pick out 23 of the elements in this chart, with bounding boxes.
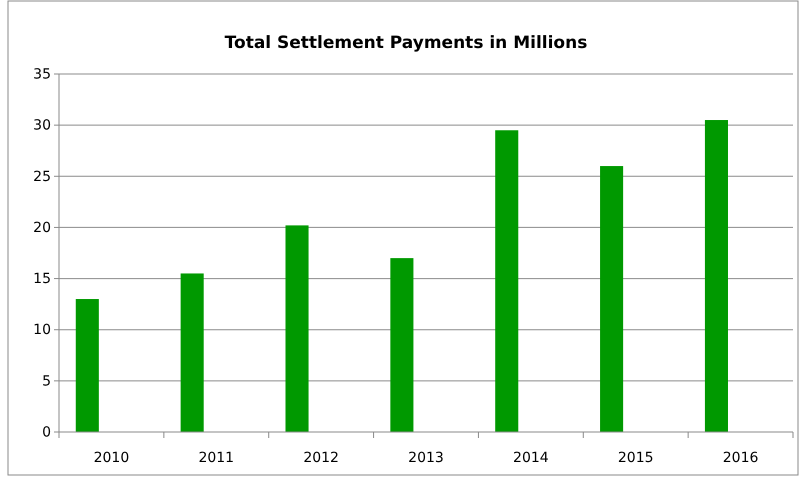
bar (76, 299, 99, 432)
x-tick-label: 2013 (408, 450, 444, 466)
x-tick-label: 2010 (94, 450, 130, 466)
bar (600, 166, 624, 432)
x-tick-label: 2014 (513, 450, 549, 466)
bar (704, 120, 728, 432)
bar (285, 225, 309, 432)
bar (390, 258, 414, 432)
y-tick-label: 35 (33, 66, 51, 82)
y-tick-label: 0 (42, 424, 51, 440)
y-tick-label: 25 (33, 168, 51, 185)
y-tick-label: 5 (42, 373, 51, 390)
x-tick-label: 2015 (618, 450, 654, 466)
x-tick-label: 2012 (303, 450, 339, 466)
y-tick-label: 10 (33, 322, 51, 338)
y-tick-label: 15 (33, 271, 51, 288)
y-tick-label: 20 (33, 220, 51, 236)
y-tick-label: 30 (33, 118, 51, 134)
bar (180, 273, 204, 432)
x-tick-label: 2011 (198, 450, 234, 466)
chart-title: Total Settlement Payments in Millions (224, 33, 588, 53)
x-tick-label: 2016 (722, 450, 758, 466)
bar (495, 130, 518, 432)
